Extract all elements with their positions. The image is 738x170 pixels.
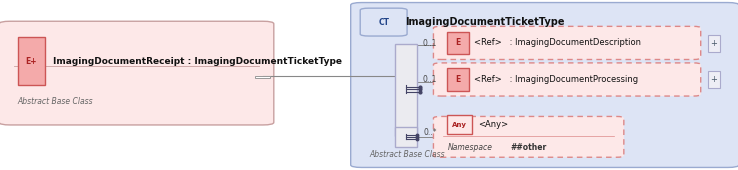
Text: Abstract Base Class: Abstract Base Class [369, 150, 444, 159]
Bar [446, 69, 469, 90]
FancyBboxPatch shape [433, 26, 700, 60]
Text: <Ref>   : ImagingDocumentDescription: <Ref> : ImagingDocumentDescription [475, 38, 641, 47]
Bar [18, 37, 45, 85]
Text: 0..1: 0..1 [422, 75, 437, 84]
Text: Any: Any [452, 122, 467, 128]
Text: 0..*: 0..* [423, 128, 437, 137]
Text: E+: E+ [26, 57, 37, 66]
Bar [395, 44, 416, 136]
FancyBboxPatch shape [433, 116, 624, 157]
Text: <Any>: <Any> [478, 120, 508, 129]
Bar [395, 127, 416, 147]
Text: <Ref>   : ImagingDocumentProcessing: <Ref> : ImagingDocumentProcessing [475, 75, 638, 84]
Text: +: + [711, 39, 717, 48]
Text: Abstract Base Class: Abstract Base Class [18, 98, 93, 106]
FancyBboxPatch shape [360, 8, 407, 36]
Bar [708, 35, 720, 52]
Text: +: + [711, 75, 717, 84]
Bar [446, 115, 472, 134]
Text: 0..1: 0..1 [422, 39, 437, 48]
FancyBboxPatch shape [433, 63, 700, 96]
Bar [708, 71, 720, 88]
Text: E: E [455, 75, 461, 84]
Text: Namespace: Namespace [448, 143, 493, 152]
FancyBboxPatch shape [0, 21, 274, 125]
Text: E: E [455, 38, 461, 47]
FancyBboxPatch shape [351, 3, 738, 167]
Bar [446, 32, 469, 54]
Text: CT: CT [378, 18, 389, 27]
Bar [255, 76, 270, 78]
Text: ImagingDocumentTicketType: ImagingDocumentTicketType [406, 17, 565, 27]
Text: ImagingDocumentReceipt : ImagingDocumentTicketType: ImagingDocumentReceipt : ImagingDocument… [52, 57, 342, 66]
Text: ##other: ##other [511, 143, 547, 152]
